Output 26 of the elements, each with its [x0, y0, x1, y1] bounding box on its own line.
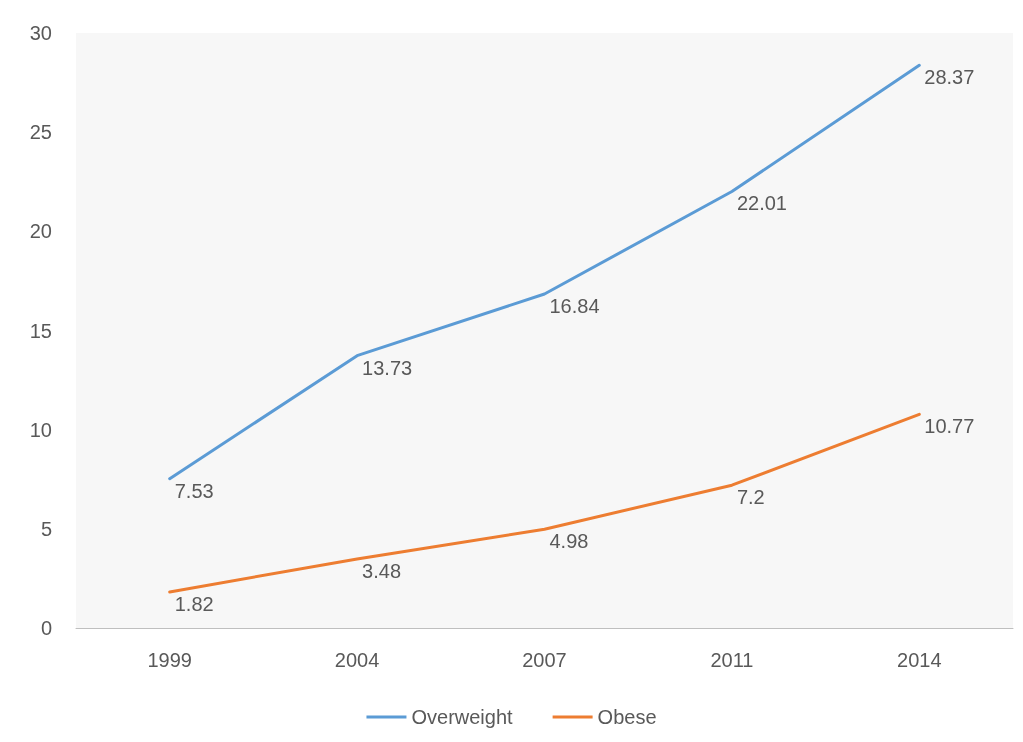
- data-label: 22.01: [736, 192, 787, 215]
- data-label: 4.98: [549, 530, 589, 553]
- y-tick-label: 30: [29, 22, 52, 44]
- x-tick-label: 1999: [147, 649, 192, 671]
- data-label: 7.53: [174, 479, 214, 502]
- data-label: 16.84: [549, 295, 600, 318]
- line-series: [168, 412, 921, 594]
- data-label: 28.37: [924, 66, 975, 89]
- legend-label: Overweight: [411, 706, 514, 728]
- data-label: 10.77: [924, 415, 975, 438]
- y-tick-label: 20: [29, 220, 52, 243]
- y-tick-label: 5: [40, 517, 52, 540]
- line-series: [168, 63, 921, 481]
- data-label: 3.48: [362, 559, 402, 582]
- y-tick-label: 10: [29, 418, 52, 441]
- legend-label: Obese: [597, 706, 657, 728]
- x-tick-label: 2011: [710, 649, 754, 671]
- data-label: 7.2: [736, 486, 765, 509]
- x-tick-label: 2007: [522, 649, 567, 671]
- data-label: 13.73: [362, 356, 413, 379]
- y-tick-label: 15: [29, 319, 52, 342]
- x-tick-label: 2014: [897, 649, 942, 671]
- x-tick-label: 2004: [334, 649, 380, 671]
- y-tick-label: 0: [40, 617, 52, 639]
- y-tick-label: 25: [29, 121, 52, 144]
- data-label: 1.82: [174, 592, 214, 615]
